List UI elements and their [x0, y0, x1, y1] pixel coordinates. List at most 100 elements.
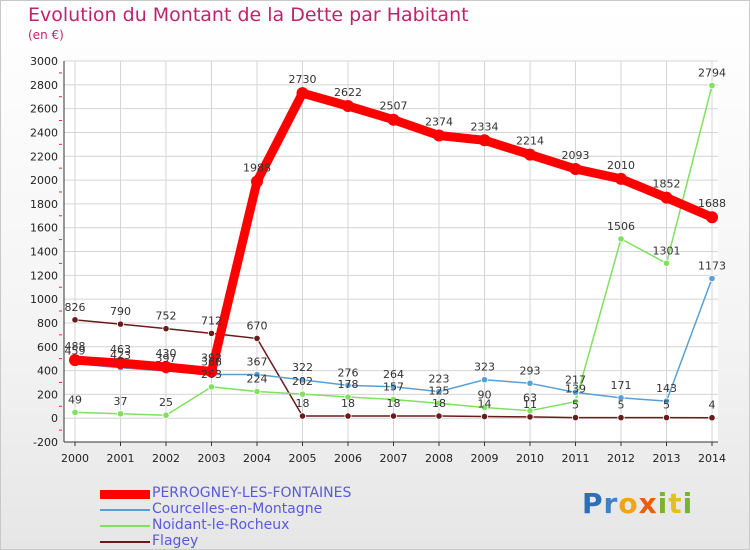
- data-point-flagey: [662, 413, 671, 422]
- data-label: 323: [474, 361, 495, 374]
- data-label: 264: [383, 368, 404, 381]
- x-tick-label: 2007: [380, 452, 408, 465]
- data-label: 2794: [698, 67, 726, 80]
- data-point-perrogney-les-fontaines: [706, 211, 718, 224]
- data-label: 143: [656, 382, 677, 395]
- data-label: 18: [387, 397, 401, 410]
- data-label: 1173: [698, 260, 726, 273]
- data-point-flagey: [389, 412, 398, 420]
- logo-letter: i: [682, 487, 694, 520]
- y-tick-label: 1000: [30, 293, 58, 306]
- data-point-courcelles-en-montagne: [253, 370, 261, 379]
- data-point-perrogney-les-fontaines: [387, 113, 400, 126]
- data-point-courcelles-en-montagne: [435, 388, 443, 396]
- y-tick-label: 200: [37, 388, 58, 401]
- legend-swatch: [100, 541, 150, 543]
- data-label: 752: [156, 310, 177, 323]
- legend: PERROGNEY-LES-FONTAINES Courcelles-en-Mon…: [100, 485, 500, 550]
- y-tick-label: 1400: [30, 246, 58, 259]
- data-point-perrogney-les-fontaines: [160, 360, 172, 373]
- legend-label: Courcelles-en-Montagne: [152, 501, 323, 517]
- data-point-courcelles-en-montagne: [298, 376, 307, 384]
- data-point-perrogney-les-fontaines: [296, 87, 309, 100]
- data-point-flagey: [526, 413, 534, 421]
- data-label: 459: [65, 345, 86, 358]
- data-point-flagey: [344, 412, 352, 420]
- logo-letter: t: [668, 487, 683, 520]
- data-label: 826: [65, 301, 86, 314]
- y-tick-label: 600: [37, 341, 58, 354]
- x-tick-label: 2008: [425, 452, 453, 465]
- logo-letter: o: [618, 487, 639, 520]
- data-label: 18: [432, 397, 446, 410]
- data-point-courcelles-en-montagne: [480, 376, 489, 384]
- data-point-perrogney-les-fontaines: [114, 357, 127, 370]
- data-label: 263: [201, 368, 222, 381]
- legend-swatch: [100, 489, 150, 499]
- x-tick-label: 2011: [562, 452, 590, 465]
- legend-swatch: [100, 525, 150, 527]
- data-label: 25: [159, 396, 173, 409]
- data-label: 488: [65, 340, 86, 353]
- data-point-noidant-le-rocheux: [617, 235, 625, 243]
- data-label: 1506: [607, 220, 635, 233]
- data-label: 368: [201, 355, 222, 368]
- data-label: 392: [201, 352, 222, 365]
- legend-label: PERROGNEY-LES-FONTAINES: [152, 485, 352, 501]
- data-label: 1301: [653, 244, 681, 257]
- data-point-noidant-le-rocheux: [116, 410, 125, 418]
- data-point-perrogney-les-fontaines: [660, 191, 673, 204]
- data-label: 2507: [380, 100, 408, 113]
- x-tick-label: 2012: [607, 452, 635, 465]
- data-label: 430: [156, 347, 177, 360]
- data-point-perrogney-les-fontaines: [205, 365, 218, 378]
- data-point-perrogney-les-fontaines: [478, 134, 491, 147]
- y-tick-label: 2600: [30, 103, 58, 116]
- data-point-noidant-le-rocheux: [435, 399, 443, 407]
- logo-letter: i: [657, 487, 669, 520]
- y-tick-label: -200: [33, 436, 58, 449]
- proxiti-logo: Proxiti: [582, 487, 693, 520]
- data-label: 11: [523, 398, 537, 411]
- data-label: 5: [663, 399, 670, 412]
- x-tick-label: 2005: [289, 452, 317, 465]
- y-tick-label: 2800: [30, 79, 58, 92]
- data-point-courcelles-en-montagne: [389, 383, 398, 391]
- data-label: 223: [429, 373, 450, 386]
- data-point-noidant-le-rocheux: [207, 383, 216, 391]
- x-tick-label: 2000: [61, 452, 89, 465]
- data-point-flagey: [617, 413, 625, 422]
- data-point-flagey: [708, 414, 716, 422]
- data-label: 37: [114, 395, 128, 408]
- data-label: 2214: [516, 135, 544, 148]
- data-label: 202: [292, 375, 313, 388]
- data-point-perrogney-les-fontaines: [433, 129, 445, 142]
- data-label: 2334: [471, 120, 499, 133]
- x-tick-label: 2004: [243, 452, 271, 465]
- x-tick-label: 2006: [334, 452, 362, 465]
- data-label: 712: [201, 314, 222, 327]
- data-point-noidant-le-rocheux: [253, 387, 261, 396]
- data-point-noidant-le-rocheux: [71, 408, 79, 416]
- y-tick-label: 2200: [30, 150, 58, 163]
- data-label: 125: [429, 384, 450, 397]
- data-point-perrogney-les-fontaines: [569, 162, 582, 175]
- y-tick-label: 1200: [30, 269, 58, 282]
- logo-letter: r: [603, 487, 619, 520]
- legend-item: Flagey: [100, 533, 500, 550]
- data-point-noidant-le-rocheux: [480, 403, 489, 412]
- legend-item: Noidant-le-Rocheux: [100, 517, 500, 534]
- x-tick-label: 2001: [107, 452, 135, 465]
- data-label: 5: [572, 399, 579, 412]
- data-point-flagey: [162, 325, 170, 333]
- data-point-courcelles-en-montagne: [617, 394, 625, 402]
- y-tick-label: 2000: [30, 174, 58, 187]
- data-label: 224: [247, 373, 268, 386]
- data-label: 1988: [243, 161, 271, 174]
- data-point-flagey: [571, 413, 580, 422]
- data-point-flagey: [480, 412, 489, 421]
- y-tick-label: 1600: [30, 222, 58, 235]
- legend-swatch: [100, 509, 150, 511]
- data-label: 2374: [425, 116, 453, 129]
- data-label: 49: [68, 393, 82, 406]
